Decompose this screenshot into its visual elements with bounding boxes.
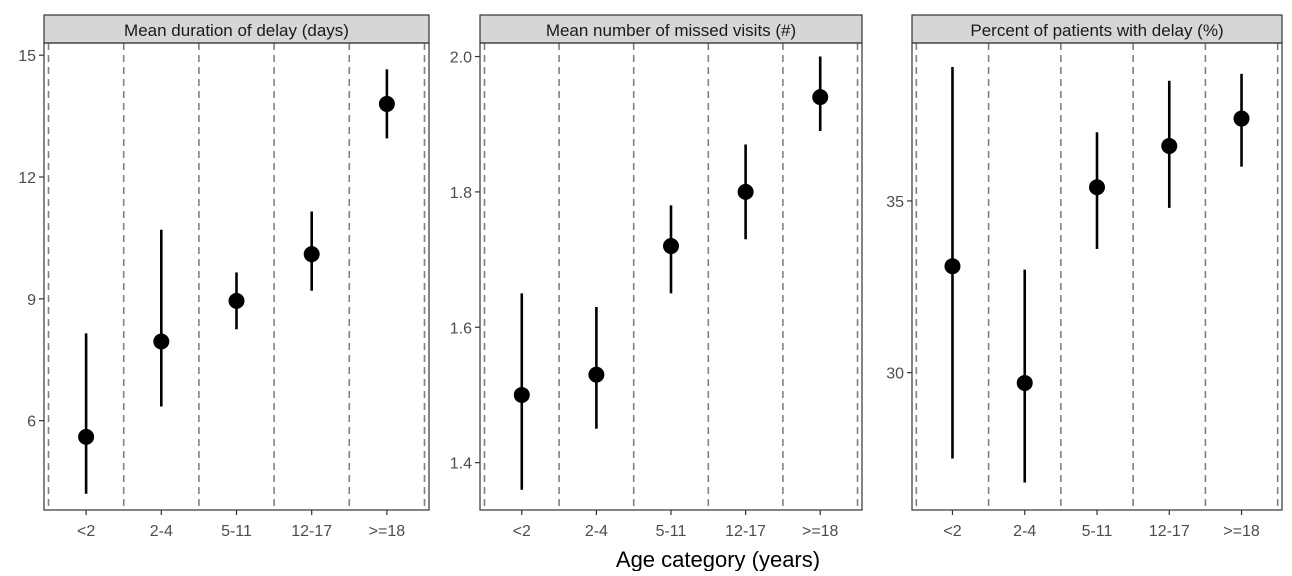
x-tick-label: >=18: [369, 523, 406, 540]
panel-3: Percent of patients with delay (%) 30 35 <2…: [886, 14, 1283, 540]
x-tick-label: 5-11: [1082, 523, 1113, 540]
data-point: [513, 386, 530, 403]
x-axis-title: Age category (years): [616, 547, 820, 571]
y-tick-label: 15: [18, 48, 36, 65]
x-tick-label: 12-17: [725, 523, 766, 540]
data-point: [153, 333, 170, 350]
facet-title: Mean duration of delay (days): [124, 21, 349, 40]
panel-2: Mean number of missed visits (#) 1.4 1.6 1.…: [450, 14, 863, 540]
x-tick-label: <2: [943, 523, 961, 540]
data-point: [228, 292, 245, 309]
data-point: [663, 238, 679, 255]
data-point: [1016, 374, 1033, 391]
y-tick-label: 1.4: [450, 456, 472, 473]
y-tick-label: 35: [886, 194, 904, 211]
x-tick-label: 2-4: [1013, 523, 1036, 540]
y-tick-label: 1.6: [450, 320, 472, 337]
data-point: [1161, 138, 1178, 155]
y-tick-label: 9: [27, 292, 36, 309]
y-tick-label: 30: [886, 366, 904, 383]
facet-strip: [479, 14, 863, 44]
facet-title: Percent of patients with delay (%): [970, 21, 1223, 40]
data-point: [1233, 110, 1250, 127]
data-point: [588, 366, 605, 383]
x-tick-label: 5-11: [656, 523, 687, 540]
data-point: [78, 428, 95, 445]
x-tick-label: <2: [77, 523, 95, 540]
x-tick-label: 5-11: [221, 523, 252, 540]
panel-1: Mean duration of delay (days) 6 9 12 15 <2 2-4…: [18, 14, 430, 540]
y-tick-label: 1.8: [450, 185, 472, 202]
x-tick-label: >=18: [802, 523, 839, 540]
facet-title: Mean number of missed visits (#): [546, 21, 796, 40]
x-tick-label: <2: [513, 523, 531, 540]
x-tick-label: 2-4: [585, 523, 608, 540]
y-tick-label: 2.0: [450, 50, 472, 67]
data-point: [378, 95, 395, 112]
x-tick-label: 2-4: [150, 523, 173, 540]
y-tick-label: 6: [27, 414, 36, 431]
panels: Mean duration of delay (days) 6 9 12 15 <2 2-4…: [18, 14, 1283, 540]
facet-strip: [911, 14, 1283, 44]
data-point: [303, 246, 320, 263]
facet-strip: [43, 14, 430, 44]
panel-border: [911, 42, 1283, 511]
x-tick-label: 12-17: [291, 523, 332, 540]
data-point: [737, 183, 754, 200]
y-tick-label: 12: [18, 170, 36, 187]
x-tick-label: >=18: [1223, 523, 1260, 540]
x-tick-label: 12-17: [1149, 523, 1190, 540]
data-point: [812, 89, 829, 106]
data-point: [944, 258, 961, 275]
data-point: [1089, 179, 1105, 196]
